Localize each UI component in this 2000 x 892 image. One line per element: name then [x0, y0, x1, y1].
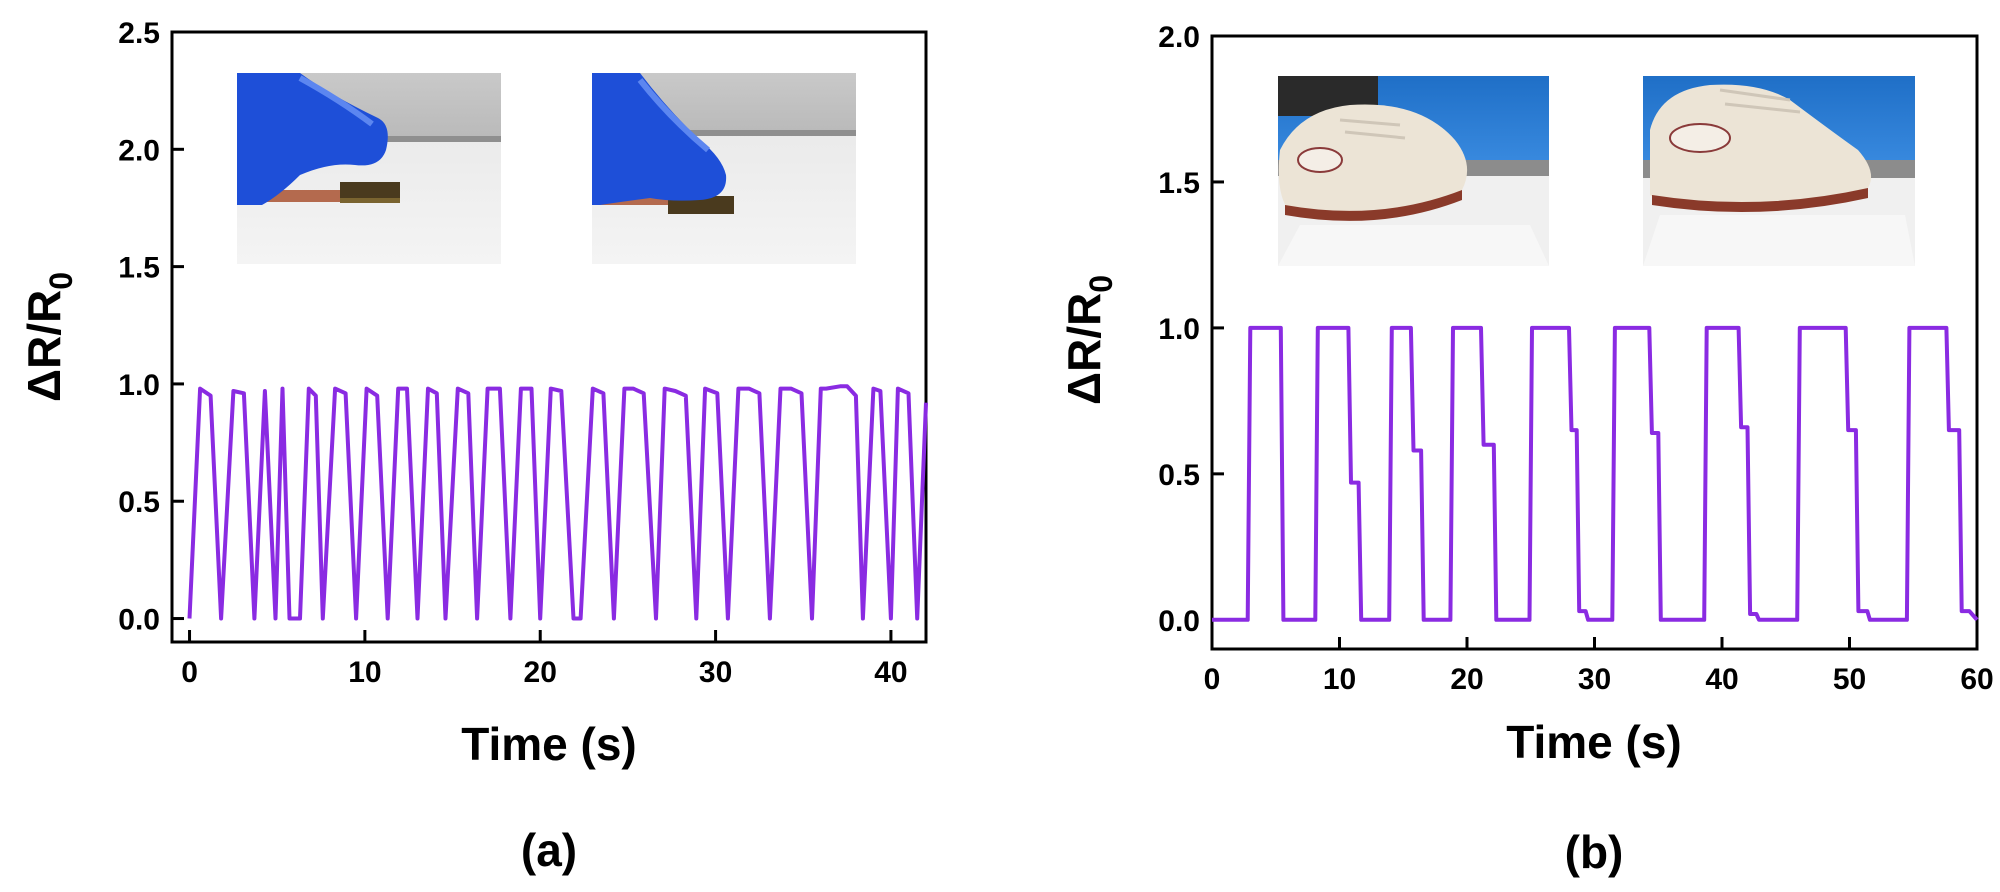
- y-tick-label: 0.5: [1158, 459, 1200, 492]
- y-tick-label: 0.0: [1158, 605, 1200, 638]
- shoe-step-after-photo: [1643, 76, 1915, 266]
- x-tick-labels-b: 0 10 20 30 40 50 60: [1204, 663, 1994, 696]
- x-tick-label: 40: [874, 656, 907, 689]
- x-tick-label: 0: [181, 656, 198, 689]
- x-tick-label: 10: [348, 656, 381, 689]
- panel-a: 0.0 0.5 1.0 1.5 2.0 2.5 0 10 20 30 40 Ti…: [18, 17, 928, 876]
- x-tick-label: 40: [1705, 663, 1738, 696]
- shoe-step-before-photo: [1278, 76, 1549, 266]
- plot-frame-a: [170, 30, 928, 644]
- y-tick-label: 2.0: [118, 134, 160, 167]
- x-tick-label: 60: [1960, 663, 1993, 696]
- panel-b: 0.0 0.5 1.0 1.5 2.0 0 10 20 30 40 50 60 …: [1058, 21, 1994, 878]
- x-tick-label: 30: [699, 656, 732, 689]
- y-tick-label: 1.0: [118, 369, 160, 402]
- y-tick-label: 2.5: [118, 17, 160, 50]
- finger-press-after-photo: [592, 73, 856, 264]
- x-axis-label-b: Time (s): [1506, 716, 1682, 768]
- panel-label-a: (a): [521, 824, 577, 876]
- x-axis-label-a: Time (s): [461, 718, 637, 770]
- tick-marks-a: [172, 30, 893, 642]
- y-tick-label: 0.5: [118, 486, 160, 519]
- x-tick-labels-a: 0 10 20 30 40: [181, 656, 907, 689]
- y-tick-label: 1.5: [118, 252, 160, 285]
- y-tick-labels-a: 0.0 0.5 1.0 1.5 2.0 2.5: [118, 17, 160, 637]
- y-axis-label-a: ΔR/R0: [18, 272, 79, 402]
- data-series-line-b: [1212, 325, 1979, 622]
- panel-label-b: (b): [1565, 826, 1624, 878]
- x-tick-label: 10: [1323, 663, 1356, 696]
- data-series-line-a: [187, 384, 928, 621]
- x-tick-label: 30: [1578, 663, 1611, 696]
- x-tick-label: 0: [1204, 663, 1221, 696]
- y-tick-label: 1.0: [1158, 313, 1200, 346]
- y-tick-label: 2.0: [1158, 21, 1200, 54]
- x-tick-label: 20: [524, 656, 557, 689]
- y-axis-label-b: ΔR/R0: [1058, 275, 1119, 405]
- x-tick-label: 20: [1450, 663, 1483, 696]
- y-tick-labels-b: 0.0 0.5 1.0 1.5 2.0: [1158, 21, 1200, 638]
- y-tick-label: 0.0: [118, 604, 160, 637]
- finger-press-before-photo: [237, 73, 501, 264]
- y-tick-label: 1.5: [1158, 167, 1200, 200]
- x-tick-label: 50: [1833, 663, 1866, 696]
